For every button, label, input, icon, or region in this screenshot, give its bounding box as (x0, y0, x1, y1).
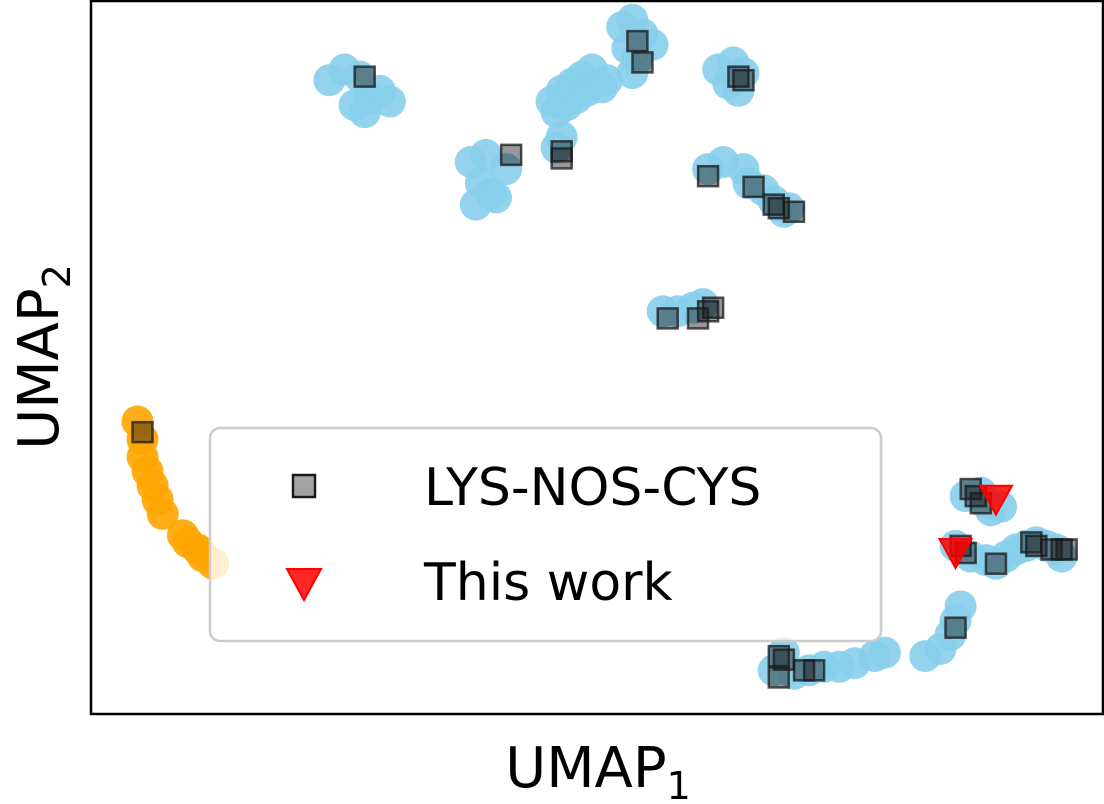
plot-frame (89, 0, 1104, 716)
lys-nos-cys-marker (767, 666, 791, 689)
lys-nos-cys-marker (701, 296, 725, 319)
legend-triangle-marker (285, 568, 323, 603)
x-axis-title-main: UMAP (505, 736, 666, 801)
lys-nos-cys-marker (131, 420, 154, 444)
lys-nos-cys-marker (499, 143, 523, 167)
legend-square-marker (291, 473, 317, 499)
embedding-point-blue (591, 64, 624, 97)
embedding-point-blue (545, 121, 578, 154)
embedding-point-orange (146, 497, 179, 530)
lys-nos-cys-marker (626, 29, 649, 53)
legend-label-lys-nos-cys: LYS-NOS-CYS (424, 458, 761, 518)
lys-nos-cys-marker (631, 51, 654, 74)
lys-nos-cys-marker (1055, 538, 1078, 561)
x-axis-title: UMAP1 (505, 736, 691, 804)
lys-nos-cys-marker (732, 68, 755, 92)
embedding-point-blue (480, 181, 512, 214)
embedding-point-blue (944, 590, 977, 623)
this-work-marker (978, 484, 1014, 517)
legend-box (208, 426, 883, 643)
y-axis-title-subscript: 2 (35, 264, 79, 288)
lys-nos-cys-marker (696, 164, 720, 188)
this-work-marker (937, 538, 974, 571)
x-axis-title-subscript: 1 (667, 764, 691, 804)
embedding-point-blue (490, 153, 523, 186)
embedding-point-blue (348, 96, 381, 129)
lys-nos-cys-marker (782, 200, 806, 223)
legend: LYS-NOS-CYS This work (208, 426, 883, 643)
lys-nos-cys-marker (802, 659, 826, 682)
lys-nos-cys-marker (944, 616, 967, 639)
lys-nos-cys-marker (984, 552, 1008, 575)
lys-nos-cys-marker (656, 307, 679, 330)
embedding-point-blue (868, 636, 901, 669)
y-axis-title: UMAP2 (7, 264, 79, 450)
plot-layer (121, 3, 1078, 690)
legend-label-this-work: This work (423, 553, 673, 613)
embedding-point-blue (373, 85, 406, 118)
y-axis-title-main: UMAP (7, 288, 72, 449)
lys-nos-cys-marker (550, 140, 573, 163)
lys-nos-cys-marker (353, 65, 376, 88)
lys-nos-cys-marker (742, 175, 765, 199)
